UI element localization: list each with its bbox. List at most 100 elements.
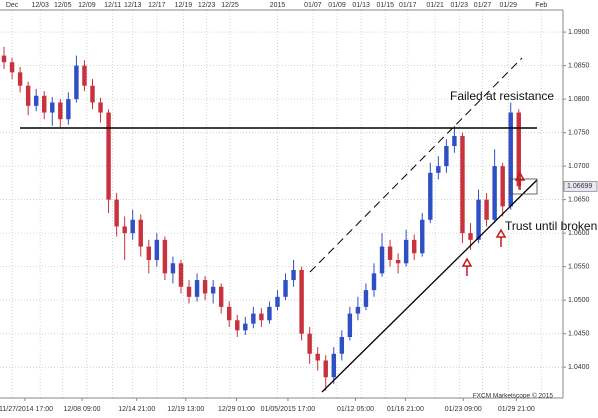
x-tick-label-top: 12/09 bbox=[78, 2, 96, 9]
x-tick-label-top: 01/13 bbox=[352, 2, 370, 9]
y-tick-label: 1.0600 bbox=[568, 230, 590, 237]
candle-body bbox=[355, 306, 361, 314]
candle-body bbox=[363, 290, 369, 307]
x-tick-label-top: 12/17 bbox=[148, 2, 166, 9]
candle-body bbox=[516, 112, 521, 187]
candle-body bbox=[194, 280, 200, 297]
y-tick-label: 1.0400 bbox=[568, 364, 590, 371]
candle-body bbox=[162, 239, 168, 274]
candle-body bbox=[9, 62, 15, 73]
candle-body bbox=[259, 313, 264, 321]
x-tick-label: 01/12 05:00 bbox=[337, 406, 374, 413]
candle-body bbox=[186, 286, 192, 297]
candles bbox=[1, 46, 521, 391]
x-tick-label-top: 12/11 bbox=[104, 2, 121, 9]
candle-body bbox=[178, 263, 184, 287]
candle-body bbox=[170, 263, 176, 274]
candle-body bbox=[122, 226, 127, 234]
watermark: FXCM Marketscope © 2015 bbox=[473, 392, 554, 400]
candle-body bbox=[106, 112, 111, 200]
candle-body bbox=[66, 99, 71, 120]
candle-body bbox=[243, 323, 248, 331]
x-tick-label-top: 12/03 bbox=[31, 2, 49, 9]
x-tick-label: 01/29 21:00 bbox=[498, 406, 535, 413]
candle-body bbox=[74, 65, 79, 100]
arrow bbox=[461, 257, 473, 276]
candle-body bbox=[444, 146, 449, 167]
arrow bbox=[495, 228, 507, 247]
candle-body bbox=[98, 102, 103, 113]
candle-body bbox=[210, 286, 216, 294]
candle-body bbox=[50, 102, 55, 113]
x-tick-label-top: 12/13 bbox=[124, 2, 142, 9]
x-tick-label-top: 12/19 bbox=[175, 2, 193, 9]
candle-body bbox=[299, 270, 304, 334]
last-price-box bbox=[563, 181, 598, 192]
candle-body bbox=[420, 219, 425, 254]
candle-body bbox=[411, 239, 417, 254]
candle-body bbox=[403, 239, 409, 264]
x-tick-label-top: 01/17 bbox=[399, 2, 417, 9]
candle-body bbox=[275, 296, 280, 307]
last-price-label: 1.06699 bbox=[567, 183, 592, 190]
x-tick-label: 01/05/2015 17:00 bbox=[261, 406, 316, 413]
candle-body bbox=[468, 233, 473, 240]
candle-body bbox=[452, 135, 457, 147]
x-tick-label-top: 12/05 bbox=[54, 2, 72, 9]
support-trendline bbox=[321, 179, 538, 393]
candle-body bbox=[371, 273, 377, 291]
y-tick-label: 1.0900 bbox=[568, 29, 590, 36]
x-tick-label-top: 01/27 bbox=[474, 2, 492, 9]
x-tick-label-top: 01/23 bbox=[450, 2, 468, 9]
candle-body bbox=[395, 259, 401, 264]
x-tick-label: 12/19 13:00 bbox=[167, 406, 204, 413]
candle-body bbox=[436, 166, 441, 173]
candle-body bbox=[267, 306, 272, 321]
candle-body bbox=[42, 95, 47, 113]
y-tick-label: 1.0650 bbox=[568, 196, 590, 203]
x-tick-label: 11/27/2014 17:00 bbox=[0, 406, 53, 413]
candle-body bbox=[476, 199, 481, 240]
candle-body bbox=[1, 55, 7, 63]
candle-body bbox=[460, 135, 465, 234]
x-tick-label-top: 12/25 bbox=[221, 2, 239, 9]
x-tick-label-top: 01/09 bbox=[328, 2, 346, 9]
candle-body bbox=[82, 65, 87, 86]
candle-body bbox=[484, 199, 489, 220]
candle-body bbox=[154, 239, 160, 260]
candle-body bbox=[138, 219, 143, 247]
channel-line bbox=[309, 57, 523, 273]
y-tick-label: 1.0550 bbox=[568, 264, 590, 271]
x-tick-label: 12/14 21:00 bbox=[118, 406, 155, 413]
candle-body bbox=[90, 85, 95, 103]
x-tick-label: 12/29 01:00 bbox=[218, 406, 255, 413]
candle-body bbox=[379, 246, 385, 274]
x-tick-label-top: 2015 bbox=[270, 2, 286, 9]
x-tick-label: 01/23 09:00 bbox=[445, 406, 482, 413]
annotation: Trust until broken. bbox=[505, 219, 598, 233]
x-tick-label: 12/08 09:00 bbox=[64, 406, 101, 413]
candle-body bbox=[387, 246, 393, 260]
candle-body bbox=[508, 112, 513, 207]
y-tick-label: 1.0850 bbox=[568, 62, 590, 69]
candle-body bbox=[323, 360, 328, 378]
candle-body bbox=[283, 280, 288, 297]
x-tick-label-top: 01/15 bbox=[376, 2, 394, 9]
candle-body bbox=[58, 102, 63, 120]
y-tick-label: 1.0700 bbox=[568, 163, 590, 170]
x-tick-label-top: Dec bbox=[6, 2, 19, 9]
arrow bbox=[514, 171, 526, 190]
x-tick-label-top: 01/21 bbox=[426, 2, 444, 9]
candle-body bbox=[33, 95, 39, 106]
candle-body bbox=[428, 172, 433, 220]
candle-body bbox=[130, 219, 135, 234]
candle-body bbox=[235, 320, 240, 331]
y-tick-label: 1.0750 bbox=[568, 129, 590, 136]
candle-body bbox=[339, 337, 345, 354]
candle-body bbox=[331, 353, 336, 378]
candle-body bbox=[315, 353, 320, 361]
x-tick-label-top: 12/23 bbox=[198, 2, 216, 9]
candle-body bbox=[17, 72, 23, 86]
